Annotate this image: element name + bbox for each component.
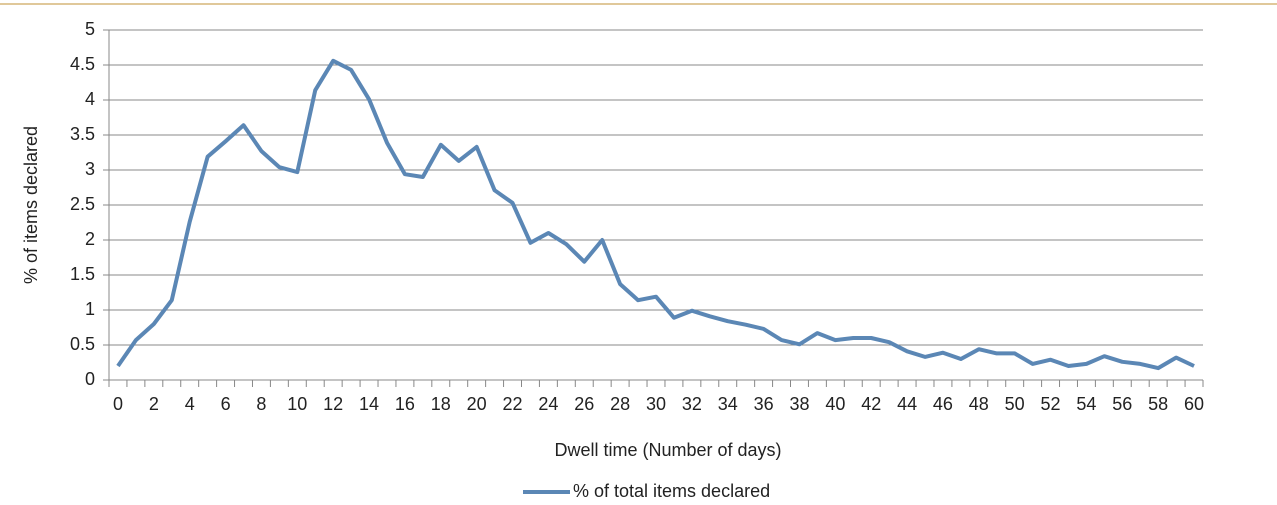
x-tick-label: 2 (149, 394, 159, 414)
x-tick-label: 28 (610, 394, 630, 414)
x-tick-label: 46 (933, 394, 953, 414)
x-tick-label: 10 (287, 394, 307, 414)
x-tick-label: 56 (1112, 394, 1132, 414)
y-tick-label: 0.5 (70, 334, 95, 354)
x-tick-label: 4 (185, 394, 195, 414)
x-tick-label: 54 (1076, 394, 1096, 414)
x-axis-title: Dwell time (Number of days) (554, 440, 781, 460)
x-tick-label: 18 (431, 394, 451, 414)
x-tick-label: 24 (538, 394, 558, 414)
x-tick-label: 50 (1005, 394, 1025, 414)
x-tick-label: 34 (718, 394, 738, 414)
y-tick-label: 4.5 (70, 54, 95, 74)
y-tick-label: 5 (85, 19, 95, 39)
x-tick-label: 52 (1041, 394, 1061, 414)
y-tick-label: 0 (85, 369, 95, 389)
x-tick-label: 48 (969, 394, 989, 414)
y-tick-label: 2.5 (70, 194, 95, 214)
x-tick-label: 22 (503, 394, 523, 414)
x-tick-label: 12 (323, 394, 343, 414)
x-tick-label: 0 (113, 394, 123, 414)
y-tick-label: 1.5 (70, 264, 95, 284)
y-axis-title: % of items declared (21, 126, 41, 284)
series-line (116, 58, 1195, 371)
x-tick-label: 26 (574, 394, 594, 414)
x-tick-label: 30 (646, 394, 666, 414)
x-tick-label: 60 (1184, 394, 1204, 414)
x-tick-label: 58 (1148, 394, 1168, 414)
x-tick-label: 14 (359, 394, 379, 414)
y-tick-label: 3 (85, 159, 95, 179)
x-tick-label: 42 (861, 394, 881, 414)
y-tick-label: 1 (85, 299, 95, 319)
x-tick-label: 16 (395, 394, 415, 414)
top-rule (0, 3, 1277, 5)
x-tick-label: 20 (467, 394, 487, 414)
y-tick-label: 4 (85, 89, 95, 109)
x-tick-label: 36 (754, 394, 774, 414)
x-tick-label: 38 (789, 394, 809, 414)
x-tick-label: 40 (825, 394, 845, 414)
x-tick-label: 6 (221, 394, 231, 414)
x-tick-label: 32 (682, 394, 702, 414)
y-tick-label: 2 (85, 229, 95, 249)
x-tick-label: 8 (256, 394, 266, 414)
x-tick-label: 44 (897, 394, 917, 414)
y-tick-label: 3.5 (70, 124, 95, 144)
legend-label: % of total items declared (573, 481, 770, 501)
